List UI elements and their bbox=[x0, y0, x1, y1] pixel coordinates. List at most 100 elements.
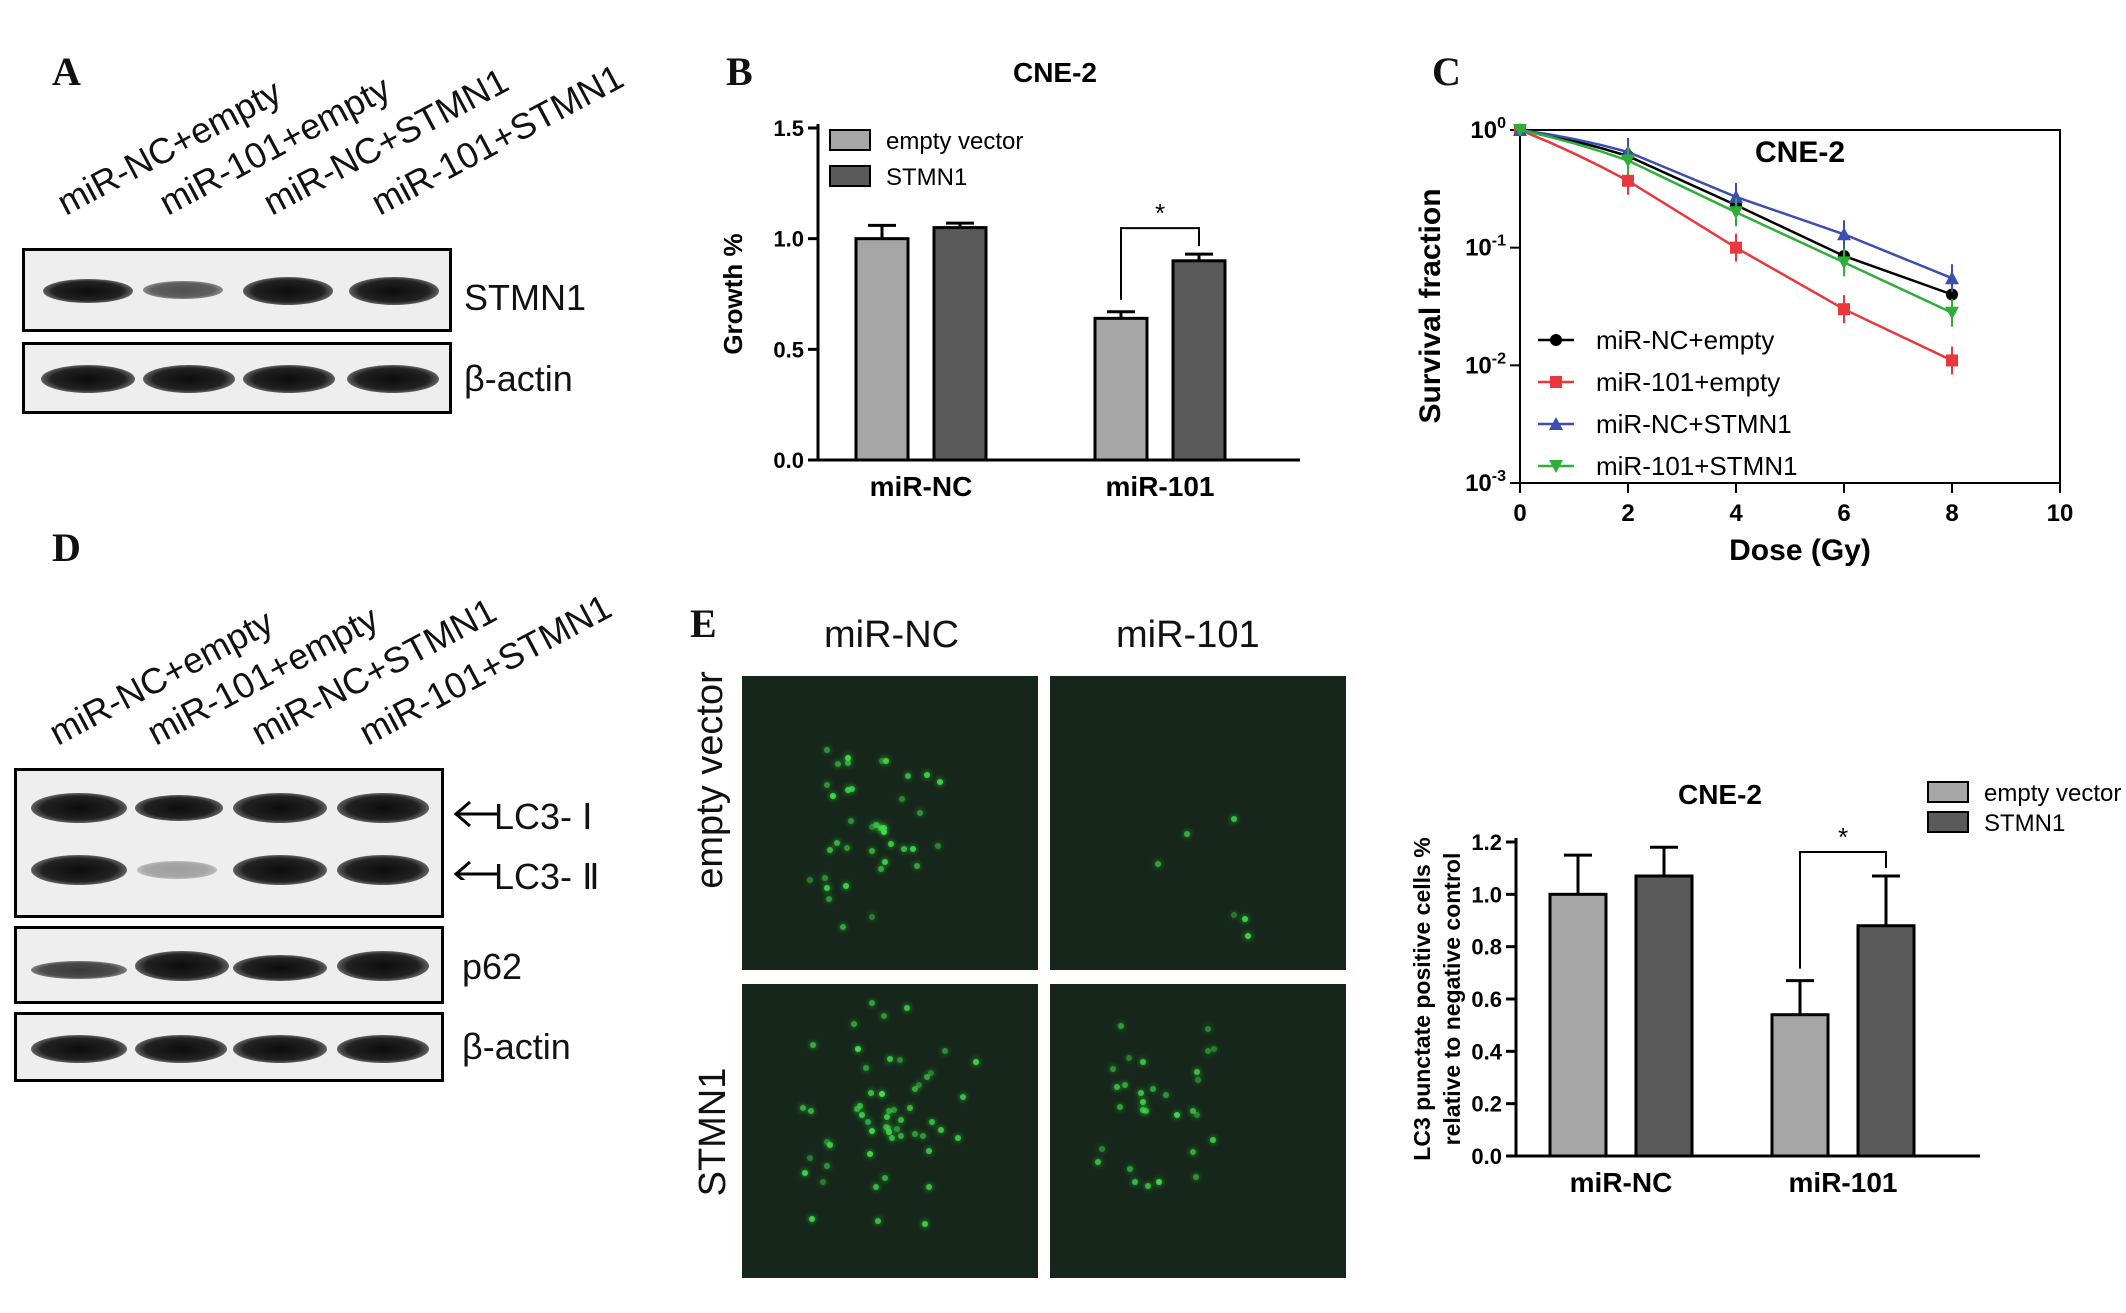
data-point bbox=[1946, 354, 1958, 367]
legend-swatch bbox=[1927, 781, 1969, 803]
panel-c-letter: C bbox=[1432, 49, 1461, 94]
actin-blot-label-d: β-actin bbox=[462, 1026, 571, 1067]
blot-band bbox=[243, 277, 333, 305]
chart-title: CNE-2 bbox=[1013, 57, 1097, 88]
bar bbox=[1548, 892, 1608, 1158]
fluorescent-puncta bbox=[972, 1059, 979, 1065]
fluorescent-puncta bbox=[1149, 1085, 1156, 1092]
fluorescent-puncta bbox=[928, 1119, 935, 1126]
fluorescent-puncta bbox=[867, 1150, 874, 1157]
fluorescent-puncta bbox=[912, 1086, 919, 1093]
fluorescent-puncta bbox=[1231, 912, 1238, 919]
fluorescent-puncta bbox=[872, 1183, 879, 1190]
fluorescent-puncta bbox=[865, 1118, 872, 1125]
fluorescent-puncta bbox=[886, 1056, 893, 1063]
data-point bbox=[1945, 306, 1959, 320]
fluorescent-puncta bbox=[891, 1107, 898, 1114]
blot-band bbox=[233, 1035, 327, 1063]
significance-star: * bbox=[1155, 198, 1165, 228]
fluorescent-puncta bbox=[807, 1107, 814, 1114]
fluorescent-puncta bbox=[927, 1069, 934, 1076]
x-tick-label: 0 bbox=[1513, 500, 1526, 527]
stmn1-blot bbox=[22, 248, 452, 332]
fluorescent-puncta bbox=[909, 846, 916, 852]
fluorescent-puncta bbox=[844, 786, 851, 793]
x-tick-label: 10 bbox=[2047, 500, 2074, 527]
blot-band bbox=[135, 1035, 227, 1063]
y-axis-label: LC3 punctate positive cells % bbox=[1409, 837, 1435, 1160]
fluorescent-puncta bbox=[1190, 1149, 1197, 1156]
fluorescent-puncta bbox=[847, 817, 854, 824]
blot-band bbox=[143, 365, 235, 393]
blot-band bbox=[233, 955, 327, 981]
actin-blot-d bbox=[14, 1012, 444, 1082]
y-axis-label: relative to negative control bbox=[1439, 853, 1465, 1146]
panel-b-letter: B bbox=[726, 49, 753, 94]
fluorescent-puncta bbox=[899, 796, 906, 803]
fluorescent-puncta bbox=[896, 1056, 903, 1063]
fluorescent-puncta bbox=[1138, 1090, 1145, 1096]
data-point bbox=[1513, 124, 1527, 137]
y-tick-label: 1.0 bbox=[773, 227, 804, 252]
fluorescent-puncta bbox=[845, 755, 852, 762]
fluorescent-puncta bbox=[1163, 1092, 1170, 1099]
col-label-mir-101: miR-101 bbox=[1116, 614, 1260, 656]
y-tick-label: 0.0 bbox=[773, 448, 804, 473]
y-tick-label: 0.6 bbox=[1471, 987, 1502, 1012]
data-point bbox=[1837, 256, 1851, 270]
fluorescent-puncta bbox=[1116, 1103, 1123, 1110]
fluorescent-puncta bbox=[920, 1133, 927, 1140]
blot-band bbox=[243, 365, 335, 393]
data-point bbox=[1549, 417, 1563, 430]
y-tick-label: 0.2 bbox=[1471, 1092, 1502, 1117]
fluorescent-puncta bbox=[959, 1094, 966, 1101]
fluorescent-puncta bbox=[914, 863, 921, 870]
fluorescent-puncta bbox=[883, 1113, 890, 1120]
y-tick-label: 1.2 bbox=[1471, 830, 1502, 855]
chart-title: CNE-2 bbox=[1755, 136, 1845, 169]
blot-band bbox=[41, 365, 135, 393]
fluorescent-puncta bbox=[806, 877, 813, 884]
fluorescent-puncta bbox=[1183, 831, 1190, 838]
x-tick-label: 8 bbox=[1945, 500, 1958, 527]
blot-band bbox=[337, 855, 429, 885]
legend-label: miR-101+STMN1 bbox=[1596, 451, 1798, 481]
legend-label: STMN1 bbox=[1984, 810, 2065, 837]
blot-band bbox=[135, 951, 229, 981]
bar bbox=[1171, 259, 1227, 462]
y-tick-label: 0.0 bbox=[1471, 1144, 1502, 1169]
fluorescent-puncta bbox=[1194, 1077, 1201, 1084]
fluorescent-puncta bbox=[875, 1217, 881, 1224]
legend-label: miR-NC+empty bbox=[1596, 325, 1774, 355]
fluorescent-puncta bbox=[1241, 916, 1248, 923]
legend-label: empty vector bbox=[1984, 780, 2121, 807]
fluorescent-puncta bbox=[810, 1042, 817, 1049]
fluorescent-puncta bbox=[872, 821, 879, 828]
blot-band bbox=[31, 793, 127, 823]
bar bbox=[1770, 1013, 1830, 1158]
fluorescent-puncta bbox=[1174, 1111, 1180, 1118]
blot-band bbox=[135, 795, 223, 821]
y-tick-label: 1.0 bbox=[1471, 882, 1502, 907]
y-tick-label: 0.8 bbox=[1471, 935, 1502, 960]
bar bbox=[932, 226, 988, 462]
blot-band bbox=[43, 279, 133, 303]
blot-band bbox=[347, 365, 439, 393]
lc3-arrows bbox=[453, 800, 498, 880]
blot-band bbox=[31, 855, 127, 885]
x-category-label: miR-NC bbox=[870, 471, 973, 502]
x-tick-label: 4 bbox=[1729, 500, 1743, 527]
plot-frame bbox=[1519, 129, 2061, 484]
micrograph-nc-empty bbox=[742, 676, 1038, 970]
significance-bracket bbox=[1120, 227, 1200, 300]
fluorescent-puncta bbox=[936, 778, 943, 785]
panel-d-letter: D bbox=[52, 525, 81, 570]
fluorescent-puncta bbox=[923, 1074, 930, 1080]
fluorescent-puncta bbox=[1189, 1107, 1196, 1114]
fluorescent-puncta bbox=[823, 1138, 830, 1145]
panel-a-letter: A bbox=[52, 49, 81, 94]
blot-band bbox=[31, 961, 127, 979]
micrograph-101-empty bbox=[1050, 676, 1346, 970]
fluorescent-puncta bbox=[1193, 1068, 1200, 1075]
legend-swatch bbox=[829, 129, 871, 151]
